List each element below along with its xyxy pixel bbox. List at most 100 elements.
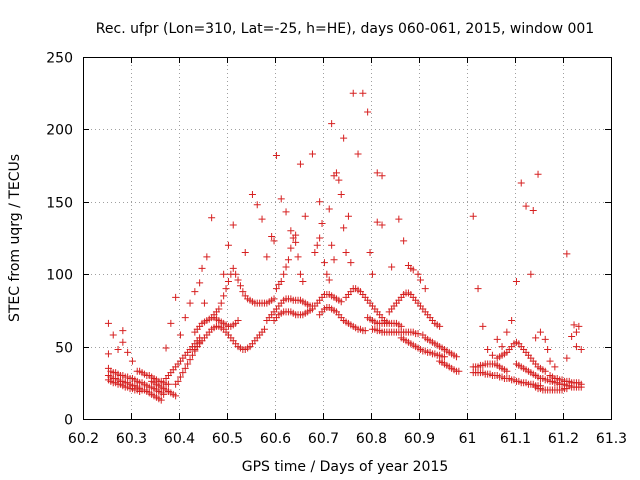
data-point	[157, 396, 165, 404]
data-point	[253, 201, 261, 209]
chart-title: Rec. ufpr (Lon=310, Lat=-25, h=HE), days…	[96, 21, 594, 37]
data-point	[184, 360, 192, 368]
data-point	[512, 277, 520, 285]
data-point	[572, 328, 580, 336]
data-point	[328, 120, 336, 128]
data-point	[215, 305, 223, 313]
x-tick-label: 60.7	[308, 431, 339, 447]
data-point	[534, 170, 542, 178]
data-point	[325, 276, 333, 284]
x-tick-label: 61	[459, 431, 477, 447]
data-point	[272, 151, 280, 159]
data-point	[172, 392, 180, 400]
data-point	[316, 198, 324, 206]
data-point	[335, 176, 343, 184]
x-tick-label: 60.2	[68, 431, 99, 447]
data-point	[342, 248, 350, 256]
data-point	[270, 295, 278, 303]
data-point	[284, 256, 292, 264]
data-point	[136, 387, 144, 395]
data-point	[366, 248, 374, 256]
x-tick-label: 61.3	[596, 431, 627, 447]
data-point	[517, 179, 525, 187]
data-point	[316, 234, 324, 242]
data-point	[248, 191, 256, 199]
data-point	[568, 332, 576, 340]
data-point	[109, 331, 117, 339]
data-point	[229, 264, 237, 272]
data-point	[395, 215, 403, 223]
data-point	[114, 345, 122, 353]
plot-border	[83, 57, 612, 420]
data-point	[563, 250, 571, 258]
data-point	[347, 259, 355, 267]
data-point	[258, 215, 266, 223]
data-point	[452, 353, 460, 361]
data-point	[488, 351, 496, 359]
data-point	[280, 270, 288, 278]
axis-ticks: 60.2 60.3 60.4 60.5 60.6 60.7 60.8 60.9 61 61.1 61…	[46, 51, 627, 448]
data-point	[282, 208, 290, 216]
x-axis-label: GPS time / Days of year 2015	[242, 459, 449, 475]
data-point	[299, 277, 307, 285]
data-point	[217, 299, 225, 307]
data-point	[179, 369, 187, 377]
x-tick-label: 60.5	[212, 431, 243, 447]
x-tick-label: 61.2	[548, 431, 579, 447]
data-point	[455, 367, 463, 375]
y-tick-label: 200	[46, 123, 73, 139]
data-point	[287, 227, 295, 235]
plot-frame	[83, 57, 612, 420]
data-point	[349, 89, 357, 97]
data-point	[313, 241, 321, 249]
data-point	[191, 288, 199, 296]
data-point	[186, 299, 194, 307]
data-point	[308, 150, 316, 158]
data-point	[563, 354, 571, 362]
x-tick-label: 60.3	[116, 431, 147, 447]
data-point	[320, 259, 328, 267]
data-point	[337, 191, 345, 199]
data-point	[277, 195, 285, 203]
data-point	[340, 134, 348, 142]
data-point	[368, 270, 376, 278]
y-tick-label: 50	[55, 341, 73, 357]
data-point	[436, 322, 444, 330]
data-point	[196, 279, 204, 287]
data-point	[220, 292, 228, 300]
data-point	[186, 356, 194, 364]
data-point	[164, 380, 172, 388]
data-point	[176, 373, 184, 381]
data-point	[208, 214, 216, 222]
data-point	[373, 218, 381, 226]
data-point	[241, 248, 249, 256]
y-tick-label: 0	[64, 413, 73, 429]
x-tick-label: 61.1	[500, 431, 531, 447]
data-point	[414, 270, 422, 278]
data-point	[469, 212, 477, 220]
data-point	[378, 221, 386, 229]
data-point	[503, 367, 511, 375]
data-point	[575, 322, 583, 330]
x-tick-label: 60.6	[260, 431, 291, 447]
data-point	[229, 221, 237, 229]
x-tick-label: 60.8	[356, 431, 387, 447]
data-point	[551, 363, 559, 371]
data-point	[167, 319, 175, 327]
data-point	[503, 328, 511, 336]
data-point	[224, 277, 232, 285]
data-point	[162, 344, 170, 352]
data-point	[544, 345, 552, 353]
data-point	[541, 335, 549, 343]
data-point	[174, 377, 182, 385]
data-point	[263, 253, 271, 261]
data-point	[268, 233, 276, 241]
data-point	[282, 263, 290, 271]
y-axis-label: STEC from uqrg / TECUs	[7, 154, 23, 322]
data-point	[292, 238, 300, 246]
data-point	[318, 220, 326, 228]
y-tick-label: 100	[46, 268, 73, 284]
data-point	[529, 206, 537, 214]
data-point	[198, 264, 206, 272]
data-point	[181, 314, 189, 322]
